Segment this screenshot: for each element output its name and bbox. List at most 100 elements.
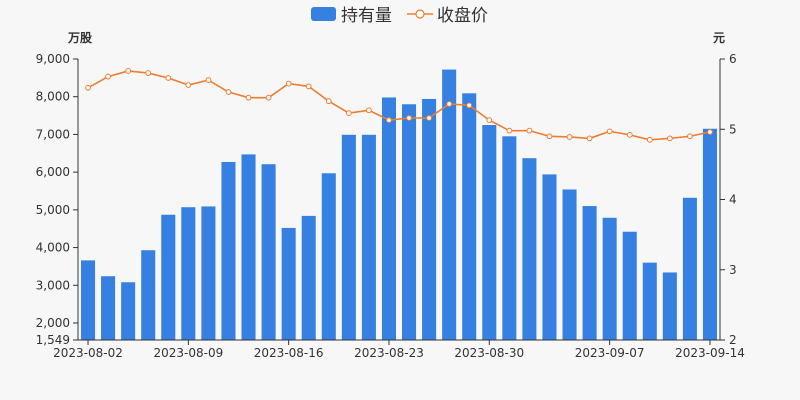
price-point-2023-08-25[interactable]	[426, 115, 432, 121]
bar-2023-09-05[interactable]	[562, 189, 577, 340]
legend-bar-swatch	[311, 7, 336, 21]
legend-item-close-price[interactable]: 收盘价	[407, 6, 488, 26]
price-point-2023-08-29[interactable]	[466, 102, 473, 109]
bar-2023-08-23[interactable]	[381, 97, 396, 340]
x-tick-label: 2023-09-14	[675, 346, 745, 360]
bar-2023-08-24[interactable]	[402, 104, 417, 340]
price-point-2023-08-16[interactable]	[285, 80, 292, 87]
axes: 1,549 2,000 3,000 4,000 5,000 6,000 7,000 8,000…	[36, 52, 745, 360]
bar-2023-08-28[interactable]	[442, 69, 457, 340]
bar-2023-08-03[interactable]	[101, 276, 116, 340]
y-left-tick-label: 5,000	[36, 203, 70, 217]
bar-2023-08-14[interactable]	[241, 154, 256, 340]
y-right-tick-label: 5	[729, 122, 737, 136]
price-point-2023-08-09[interactable]	[185, 82, 192, 88]
price-point-2023-08-02[interactable]	[85, 84, 91, 91]
x-tick-label: 2023-08-02	[53, 346, 123, 360]
bar-2023-09-06[interactable]	[582, 206, 597, 340]
legend-marker-icon	[415, 9, 425, 19]
bar-2023-08-07[interactable]	[141, 250, 156, 340]
y-left-tick-label: 9,000	[36, 52, 70, 66]
price-point-2023-08-04[interactable]	[125, 68, 132, 74]
price-point-2023-09-04[interactable]	[546, 133, 553, 140]
price-point-2023-08-03[interactable]	[105, 73, 111, 80]
y-left-tick-label: 1,549	[36, 333, 70, 347]
y-left-tick-label: 8,000	[36, 90, 70, 104]
bar-2023-08-21[interactable]	[341, 134, 356, 340]
price-point-2023-09-05[interactable]	[566, 134, 573, 140]
price-point-2023-08-23[interactable]	[386, 117, 392, 124]
legend[interactable]: 持有量 收盘价	[311, 6, 488, 26]
bar-2023-08-15[interactable]	[261, 164, 276, 340]
bar-2023-09-12[interactable]	[662, 272, 677, 340]
x-tick-label: 2023-08-09	[153, 346, 223, 360]
bar-2023-09-01[interactable]	[522, 158, 537, 340]
y-left-tick-label: 4,000	[36, 241, 70, 255]
y-right-tick-label: 4	[729, 193, 737, 207]
price-point-2023-09-11[interactable]	[646, 136, 653, 143]
x-tick-label: 2023-08-23	[354, 346, 424, 360]
x-tick-label: 2023-08-16	[254, 346, 324, 360]
y-left-tick-label: 7,000	[36, 127, 70, 141]
price-point-2023-08-14[interactable]	[245, 94, 252, 101]
bar-2023-09-08[interactable]	[622, 231, 637, 340]
legend-item-holding[interactable]: 持有量	[311, 6, 392, 26]
price-point-2023-09-07[interactable]	[606, 128, 613, 135]
price-point-2023-08-11[interactable]	[225, 89, 232, 95]
bar-2023-09-11[interactable]	[642, 262, 657, 340]
y-left-tick-label: 6,000	[36, 165, 70, 179]
price-point-2023-09-08[interactable]	[626, 131, 633, 138]
bar-2023-08-10[interactable]	[201, 206, 216, 340]
bar-2023-08-09[interactable]	[181, 207, 196, 340]
bar-2023-08-25[interactable]	[422, 98, 437, 340]
y-right-tick-label: 6	[729, 52, 737, 66]
y-right-unit-label: 元	[713, 31, 725, 45]
bar-2023-08-22[interactable]	[361, 134, 376, 340]
price-point-2023-09-14[interactable]	[707, 129, 713, 135]
price-point-2023-09-01[interactable]	[526, 127, 533, 134]
x-tick-label: 2023-08-30	[454, 346, 524, 360]
close-price-line	[87, 70, 711, 141]
line-series	[85, 68, 713, 143]
price-point-2023-08-07[interactable]	[145, 70, 152, 76]
y-left-tick-label: 2,000	[36, 316, 70, 330]
legend-label-holding: 持有量	[341, 6, 392, 26]
y-right-tick-label: 2	[729, 333, 737, 347]
y-left-tick-label: 3,000	[36, 278, 70, 292]
price-point-2023-08-17[interactable]	[305, 83, 312, 90]
y-left-unit-label: 万股	[67, 30, 93, 45]
bar-2023-09-13[interactable]	[682, 197, 697, 340]
y-right-tick-label: 3	[729, 263, 737, 277]
bar-2023-08-18[interactable]	[321, 173, 336, 340]
price-point-2023-08-22[interactable]	[366, 107, 372, 114]
price-point-2023-08-15[interactable]	[265, 94, 272, 101]
price-point-2023-09-12[interactable]	[666, 135, 673, 142]
bar-2023-08-16[interactable]	[281, 227, 296, 340]
price-point-2023-08-24[interactable]	[406, 115, 412, 121]
bar-2023-08-08[interactable]	[161, 214, 176, 340]
bar-2023-08-04[interactable]	[121, 282, 136, 340]
price-point-2023-08-31[interactable]	[506, 127, 513, 134]
x-tick-label: 2023-09-07	[575, 346, 645, 360]
price-point-2023-08-30[interactable]	[486, 117, 493, 124]
price-point-2023-08-28[interactable]	[446, 101, 453, 107]
bar-2023-08-11[interactable]	[221, 161, 236, 340]
bar-2023-09-04[interactable]	[542, 174, 557, 340]
legend-label-close-price: 收盘价	[437, 6, 488, 26]
bar-2023-08-17[interactable]	[301, 215, 316, 340]
bar-2023-08-29[interactable]	[462, 93, 477, 340]
bar-2023-08-02[interactable]	[81, 260, 96, 340]
price-point-2023-09-13[interactable]	[687, 133, 693, 140]
bar-2023-08-30[interactable]	[482, 125, 497, 340]
price-point-2023-08-10[interactable]	[205, 77, 212, 83]
price-point-2023-08-08[interactable]	[165, 75, 172, 81]
price-point-2023-08-18[interactable]	[325, 98, 332, 105]
price-point-2023-08-21[interactable]	[345, 110, 352, 116]
price-point-2023-09-06[interactable]	[586, 135, 593, 142]
bar-2023-09-07[interactable]	[602, 217, 617, 340]
bar-2023-08-31[interactable]	[502, 136, 517, 340]
bar-series	[81, 69, 717, 340]
bar-2023-09-14[interactable]	[702, 128, 717, 340]
